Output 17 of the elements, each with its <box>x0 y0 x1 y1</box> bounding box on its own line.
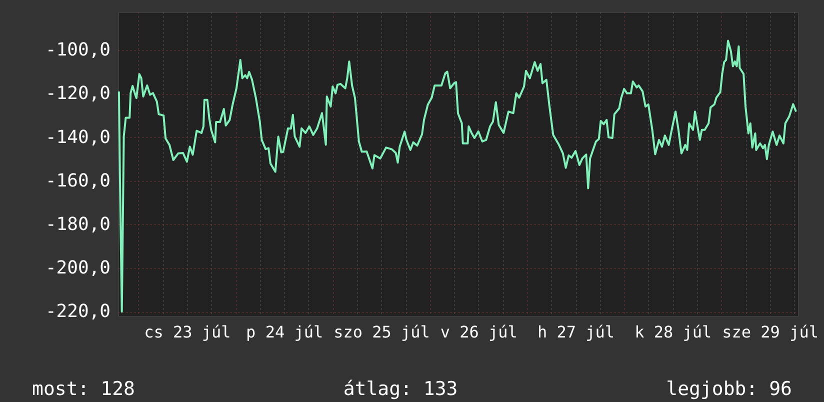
x-tick-label: h 27 júl <box>537 322 615 342</box>
x-tick-label: szo 25 júl <box>334 322 430 342</box>
y-tick-label: -200,0 <box>45 258 110 279</box>
text: most: 128 <box>32 378 135 400</box>
x-tick-label: sze 29 júl <box>722 322 818 342</box>
x-tick-label: cs 23 júl <box>144 322 231 342</box>
y-tick-label: -220,0 <box>45 301 110 322</box>
x-tick-label: v 26 júl <box>440 322 518 342</box>
y-tick-label: -140,0 <box>45 126 110 148</box>
y-tick-label: -120,0 <box>45 83 110 104</box>
y-tick-label: -180,0 <box>45 214 110 235</box>
text: átlag: 133 <box>343 378 458 400</box>
y-tick-label: -100,0 <box>45 40 110 61</box>
text: legjobb: 96 <box>666 378 792 400</box>
y-tick-label: -160,0 <box>45 170 110 192</box>
x-tick-label: k 28 júl <box>634 322 712 342</box>
x-tick-label: p 24 júl <box>246 322 324 342</box>
